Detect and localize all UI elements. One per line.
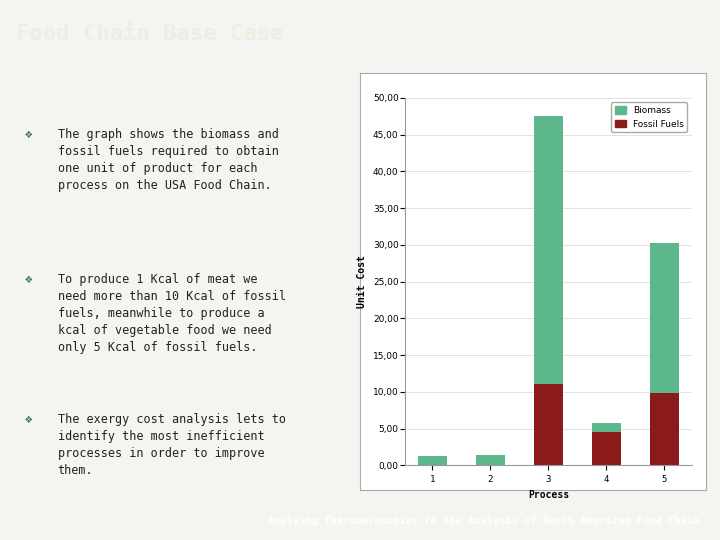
Text: To produce 1 Kcal of meat we
need more than 10 Kcal of fossil
fuels, meanwhile t: To produce 1 Kcal of meat we need more t… xyxy=(58,273,286,354)
Text: ❖: ❖ xyxy=(25,273,32,286)
Text: ❖: ❖ xyxy=(25,128,32,141)
Text: ❖: ❖ xyxy=(25,413,32,426)
Text: Applying Thermoeconomics to the Analysis of North American Food Chain   12: Applying Thermoeconomics to the Analysis… xyxy=(269,516,720,525)
Text: The exergy cost analysis lets to
identify the most inefficient
processes in orde: The exergy cost analysis lets to identif… xyxy=(58,413,286,477)
Text: Food Chain Base Case: Food Chain Base Case xyxy=(16,24,284,44)
Text: The graph shows the biomass and
fossil fuels required to obtain
one unit of prod: The graph shows the biomass and fossil f… xyxy=(58,128,279,192)
